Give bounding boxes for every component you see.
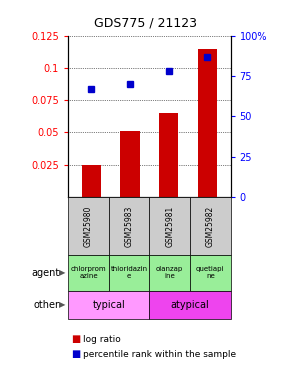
Text: ▶: ▶: [59, 268, 65, 278]
Bar: [120, 131, 140, 197]
Text: typical: typical: [93, 300, 125, 310]
Text: GSM25982: GSM25982: [206, 206, 215, 247]
Text: atypical: atypical: [171, 300, 209, 310]
Text: GSM25983: GSM25983: [124, 205, 134, 247]
Bar: [82, 165, 101, 197]
Text: olanzap
ine: olanzap ine: [156, 266, 183, 279]
Text: chlorprom
azine: chlorprom azine: [71, 266, 106, 279]
Text: quetiapi
ne: quetiapi ne: [196, 266, 224, 279]
Text: GSM25980: GSM25980: [84, 205, 93, 247]
Text: thioridazin
e: thioridazin e: [110, 266, 148, 279]
Bar: [159, 113, 178, 197]
Text: ■: ■: [71, 350, 80, 359]
Text: ■: ■: [71, 334, 80, 344]
Text: percentile rank within the sample: percentile rank within the sample: [83, 350, 236, 359]
Text: agent: agent: [31, 268, 59, 278]
Text: GSM25981: GSM25981: [165, 206, 174, 247]
Text: log ratio: log ratio: [83, 335, 120, 344]
Text: ▶: ▶: [59, 300, 65, 309]
Bar: [198, 48, 217, 197]
Text: other: other: [33, 300, 59, 310]
Text: GDS775 / 21123: GDS775 / 21123: [93, 17, 197, 30]
